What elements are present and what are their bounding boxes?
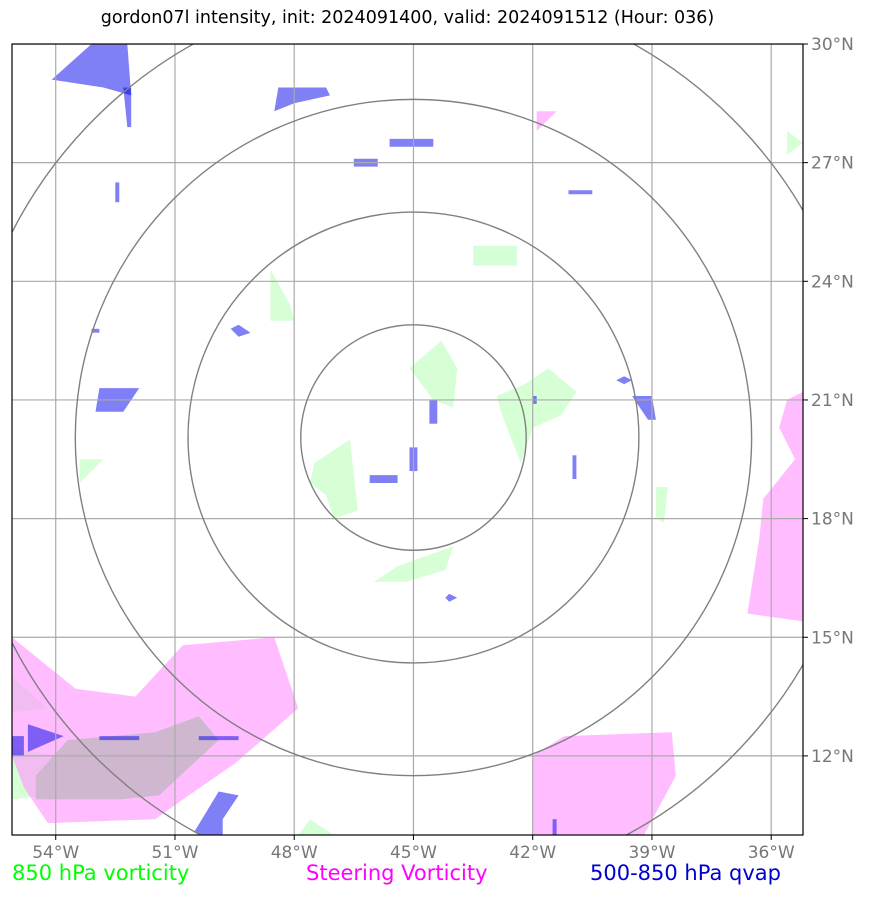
vorticity-850-contour (473, 245, 517, 266)
legend-steering-vorticity: Steering Vorticity (306, 861, 488, 885)
y-tick-label: 21°N (811, 391, 854, 411)
qvap-contour (230, 324, 251, 337)
y-tick-label: 30°N (811, 35, 854, 55)
qvap-contour (429, 399, 438, 424)
qvap-contour (369, 475, 398, 483)
vorticity-850-contour (79, 459, 104, 483)
vorticity-850-contour (409, 340, 458, 408)
steering-vorticity-contour (532, 732, 676, 835)
y-tick-label: 24°N (811, 272, 854, 292)
steering-vorticity-contour (747, 392, 803, 622)
vorticity-850-contour (655, 487, 668, 523)
qvap-contour (632, 396, 656, 420)
qvap-contour (123, 87, 132, 128)
range-ring (74, 98, 753, 777)
qvap-contour (616, 376, 633, 385)
range-ring (300, 324, 527, 551)
y-tick-label: 27°N (811, 154, 854, 174)
qvap-contour (27, 724, 64, 752)
qvap-contour (194, 791, 239, 835)
qvap-contour (198, 736, 239, 741)
vorticity-850-contour (270, 269, 295, 321)
x-tick-label: 42°W (509, 843, 556, 863)
x-tick-label: 45°W (390, 843, 437, 863)
vorticity-850-contour (310, 439, 358, 519)
qvap-contour (115, 182, 120, 203)
steering-vorticity-contour (536, 111, 557, 131)
qvap-contour (99, 736, 140, 741)
plot-frame (11, 43, 804, 836)
x-tick-label: 39°W (628, 843, 675, 863)
legend-qvap: 500-850 hPa qvap (590, 861, 781, 885)
qvap-contour (389, 138, 434, 147)
qvap-contour (572, 455, 577, 479)
x-tick-label: 36°W (748, 843, 795, 863)
x-tick-label: 54°W (32, 843, 79, 863)
qvap-contour (445, 593, 458, 602)
y-tick-label: 18°N (811, 510, 854, 530)
x-tick-label: 51°W (151, 843, 198, 863)
y-tick-label: 12°N (811, 747, 854, 767)
qvap-contour (552, 819, 557, 835)
x-axis-ticks: 54°W 51°W 48°W 45°W 42°W 39°W 36°W (32, 835, 795, 863)
gridlines (12, 44, 803, 835)
qvap-contour (12, 736, 24, 756)
y-axis-ticks: 30°N 27°N 24°N 21°N 18°N 15°N 12°N (803, 35, 854, 767)
range-rings (12, 44, 803, 835)
y-tick-label: 15°N (811, 628, 854, 648)
qvap-contour (568, 190, 593, 195)
qvap-contour (274, 87, 330, 112)
qvap-contour (51, 44, 132, 96)
x-tick-label: 48°W (271, 843, 318, 863)
chart-title: gordon07l intensity, init: 2024091400, v… (100, 8, 715, 28)
overlap-contour (35, 716, 219, 800)
field-layers (12, 44, 803, 835)
legend-850-vorticity: 850 hPa vorticity (12, 861, 190, 885)
vorticity-850-contour (787, 131, 803, 155)
range-ring (187, 211, 640, 664)
vorticity-850-contour (298, 819, 334, 835)
